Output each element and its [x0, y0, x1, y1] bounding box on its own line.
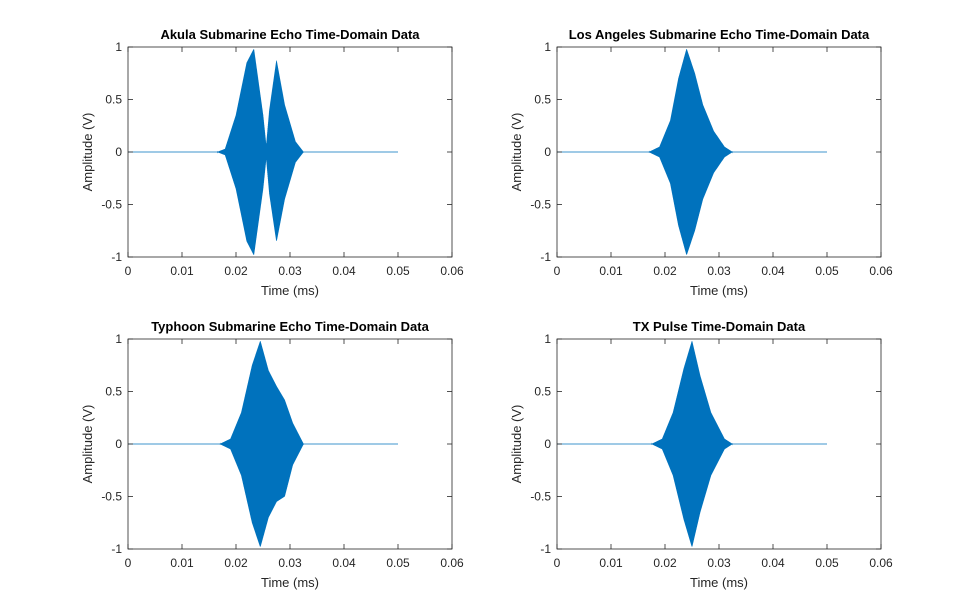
- x-axis-label: Time (ms): [261, 575, 319, 590]
- y-tick-label: -1: [540, 542, 551, 556]
- subplot-4: 0 0.01 0.02 0.03 0.04 0.05 0.06 1 0.5 0 -0.5 -1 TX P…: [509, 319, 893, 590]
- y-tick-label: -1: [111, 250, 122, 264]
- x-tick-label: 0.03: [278, 264, 302, 278]
- x-tick-label: 0.02: [653, 264, 677, 278]
- x-tick-label: 0.03: [707, 556, 731, 570]
- y-tick-label: 0: [115, 437, 122, 451]
- y-tick-label: 1: [544, 332, 551, 346]
- y-tick-label: -0.5: [101, 198, 122, 212]
- y-tick-label: -1: [540, 250, 551, 264]
- x-tick-label: 0.04: [332, 556, 356, 570]
- x-axis-label: Time (ms): [690, 283, 748, 298]
- x-tick-label: 0.03: [707, 264, 731, 278]
- x-tick-label: 0.04: [761, 264, 785, 278]
- signal-line: [557, 341, 827, 547]
- x-tick-label: 0: [125, 556, 132, 570]
- y-tick-label: 1: [115, 40, 122, 54]
- x-tick-label: 0.06: [869, 556, 893, 570]
- x-tick-label: 0.05: [815, 556, 839, 570]
- x-tick-label: 0.01: [170, 264, 194, 278]
- y-tick-label: 0: [115, 145, 122, 159]
- chart-title: Typhoon Submarine Echo Time-Domain Data: [151, 319, 429, 334]
- signal-line: [557, 49, 827, 255]
- y-tick-label: 1: [115, 332, 122, 346]
- y-axis-label: Amplitude (V): [509, 405, 524, 484]
- x-tick-label: 0.01: [599, 556, 623, 570]
- y-tick-label: -1: [111, 542, 122, 556]
- signal-line: [128, 341, 398, 547]
- x-tick-label: 0: [554, 264, 561, 278]
- subplot-3: 0 0.01 0.02 0.03 0.04 0.05 0.06 1 0.5 0 -0.5 -1 Typh…: [80, 319, 464, 590]
- subplot-2: 0 0.01 0.02 0.03 0.04 0.05 0.06 1 0.5 0 -0.5 -1 Los …: [509, 27, 893, 298]
- y-tick-label: 0.5: [105, 93, 122, 107]
- y-tick-label: 0.5: [105, 385, 122, 399]
- chart-title: Los Angeles Submarine Echo Time-Domain D…: [569, 27, 870, 42]
- y-tick-label: 1: [544, 40, 551, 54]
- x-tick-label: 0: [554, 556, 561, 570]
- x-tick-label: 0: [125, 264, 132, 278]
- x-tick-label: 0.01: [599, 264, 623, 278]
- y-tick-label: -0.5: [530, 490, 551, 504]
- y-axis-label: Amplitude (V): [80, 113, 95, 192]
- x-tick-label: 0.02: [224, 556, 248, 570]
- y-tick-label: 0: [544, 145, 551, 159]
- x-tick-label: 0.05: [386, 556, 410, 570]
- x-tick-label: 0.02: [653, 556, 677, 570]
- chart-title: Akula Submarine Echo Time-Domain Data: [160, 27, 420, 42]
- y-tick-label: 0.5: [534, 385, 551, 399]
- x-tick-label: 0.02: [224, 264, 248, 278]
- x-tick-label: 0.04: [761, 556, 785, 570]
- x-tick-label: 0.05: [386, 264, 410, 278]
- x-axis-label: Time (ms): [690, 575, 748, 590]
- y-axis-label: Amplitude (V): [80, 405, 95, 484]
- y-tick-label: 0.5: [534, 93, 551, 107]
- x-tick-label: 0.03: [278, 556, 302, 570]
- x-tick-label: 0.06: [440, 556, 464, 570]
- signal-line: [128, 49, 398, 255]
- x-tick-label: 0.06: [440, 264, 464, 278]
- x-axis-label: Time (ms): [261, 283, 319, 298]
- y-tick-label: 0: [544, 437, 551, 451]
- x-tick-label: 0.04: [332, 264, 356, 278]
- y-tick-label: -0.5: [530, 198, 551, 212]
- subplot-1: 0 0.01 0.02 0.03 0.04 0.05 0.06 1 0.5 0 -0.5 -1 Akul…: [80, 27, 464, 298]
- chart-title: TX Pulse Time-Domain Data: [633, 319, 806, 334]
- x-tick-label: 0.05: [815, 264, 839, 278]
- y-axis-label: Amplitude (V): [509, 113, 524, 192]
- x-tick-label: 0.01: [170, 556, 194, 570]
- y-tick-label: -0.5: [101, 490, 122, 504]
- x-tick-label: 0.06: [869, 264, 893, 278]
